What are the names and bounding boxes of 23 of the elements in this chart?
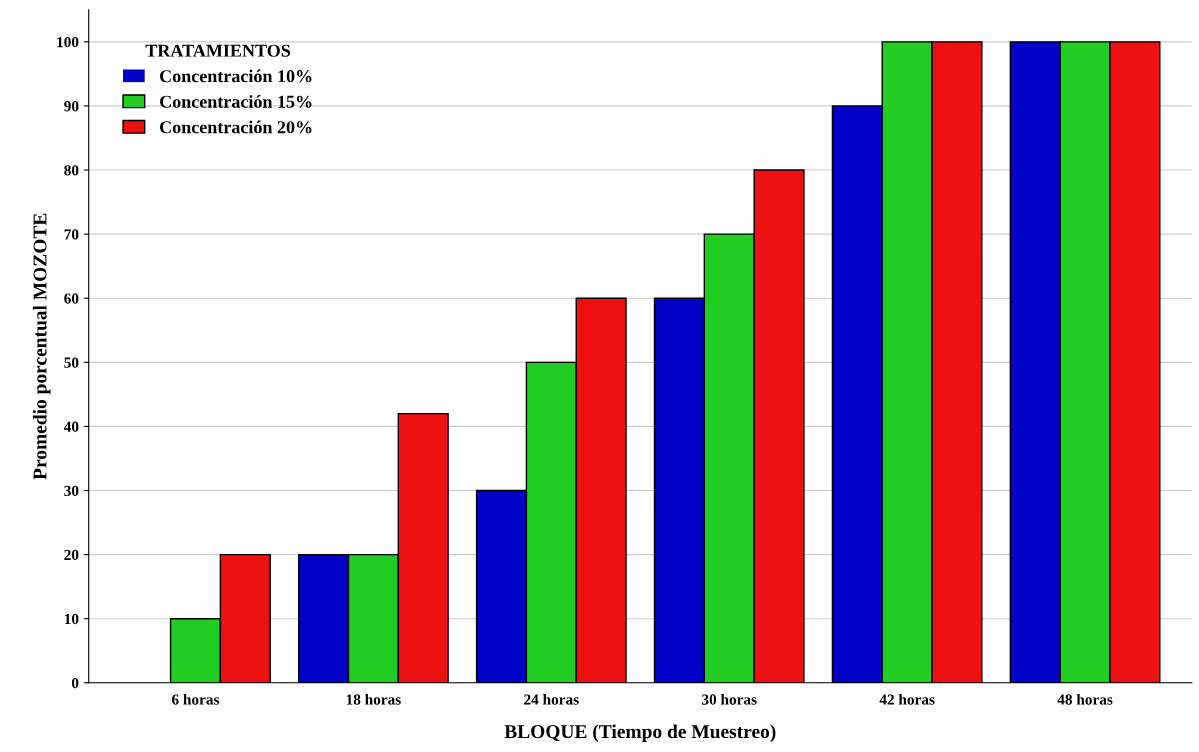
y-tick-label: 0 [71,677,79,689]
legend-label: Concentración 15% [160,95,312,108]
y-tick-label: 50 [64,357,79,368]
x-tick-label: 30 horas [702,693,757,705]
y-tick-label: 90 [64,101,79,112]
legend-label: Concentración 20% [160,120,312,134]
y-tick-label: 70 [64,229,79,240]
x-tick-label: 18 horas [346,693,401,705]
x-tick-label: 24 horas [524,693,579,705]
x-axis-title: BLOQUE (Tiempo de Muestreo) [504,724,776,743]
legend-title: TRATAMIENTOS [145,44,291,57]
legend-label: Concentración 10% [160,69,312,83]
y-tick-label: 30 [64,485,79,496]
x-tick-label: 6 horas [172,693,220,705]
y-axis-title: Promedio porcentual MOZOTE [32,213,51,480]
y-tick-label: 40 [63,421,79,432]
y-tick-label: 10 [64,613,79,625]
y-tick-label: 20 [64,549,79,561]
y-tick-label: 80 [64,165,79,176]
y-tick-label: 60 [64,293,79,304]
x-tick-label: 42 horas [879,693,935,705]
x-tick-label: 48 horas [1057,693,1113,705]
y-tick-label: 100 [57,36,79,48]
